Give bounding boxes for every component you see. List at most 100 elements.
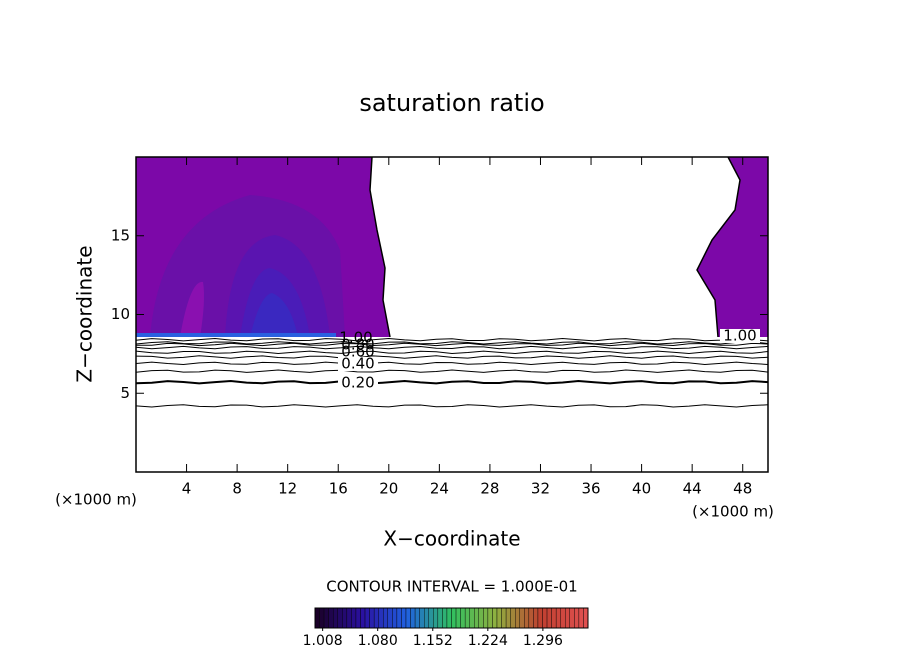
y-axis-label: Z−coordinate [73, 245, 97, 382]
colorbar-cell [346, 607, 352, 629]
colorbar-cell [574, 607, 580, 629]
colorbar-cell [537, 607, 543, 629]
x-tick-label: 40 [632, 480, 651, 498]
colorbar-cell [555, 607, 561, 629]
colorbar-cell [492, 607, 498, 629]
colorbar-cell [401, 607, 407, 629]
colorbar-cell [396, 607, 402, 629]
contour-label: 0.20 [341, 374, 374, 392]
colorbar-cell [314, 607, 320, 629]
colorbar-cell [351, 607, 357, 629]
colorbar-cell [501, 607, 507, 629]
contour-line [136, 342, 769, 347]
colorbar-cell [483, 607, 489, 629]
colorbar-tick-label: 1.296 [523, 633, 563, 649]
colorbar-cell [460, 607, 466, 629]
contour-line [135, 379, 769, 385]
x-unit-label: (×1000 m) [55, 491, 137, 509]
colorbar-cell [478, 607, 484, 629]
colorbar-cell [387, 607, 393, 629]
colorbar-cell [578, 607, 584, 629]
colorbar-cell [583, 607, 589, 629]
colorbar-cell [442, 607, 448, 629]
colorbar-tick-label: 1.008 [303, 633, 343, 649]
x-tick-label: 28 [480, 480, 499, 498]
chart-title: saturation ratio [359, 89, 544, 117]
colorbar-frame [314, 607, 589, 629]
colorbar-cell [528, 607, 534, 629]
colorbar-cell [369, 607, 375, 629]
region-shade [250, 293, 298, 337]
colorbar-cell [414, 607, 420, 629]
colorbar-cell [524, 607, 530, 629]
contour-line [135, 369, 769, 373]
colorbar-cell [487, 607, 493, 629]
shaded-regions [136, 156, 768, 338]
contour-label-bg [338, 376, 378, 390]
colorbar-cell [533, 607, 539, 629]
contour-label: 0.40 [341, 355, 374, 373]
y-tick-label: 5 [120, 384, 130, 402]
colorbar-tick-label: 1.152 [413, 633, 453, 649]
colorbar-cell [323, 607, 329, 629]
colorbar-cell [469, 607, 475, 629]
region-shade [180, 281, 204, 337]
colorbar-cell [433, 607, 439, 629]
colorbar-cell [373, 607, 379, 629]
contour-line [135, 361, 769, 366]
colorbar-cell [437, 607, 443, 629]
colorbar-cell [455, 607, 461, 629]
colorbar-cell [328, 607, 334, 629]
y-tick-label: 10 [111, 305, 130, 323]
colorbar-cell [519, 607, 525, 629]
colorbar-cell [546, 607, 552, 629]
colorbar-cell [451, 607, 457, 629]
contour-label: 0.80 [341, 336, 374, 354]
colorbar-cell [337, 607, 343, 629]
colorbar-cell [446, 607, 452, 629]
x-tick-label: 8 [232, 480, 242, 498]
region-edge [136, 333, 336, 337]
colorbar-cell [551, 607, 557, 629]
x-tick-label: 20 [379, 480, 398, 498]
contour-label: 0.60 [341, 343, 374, 361]
contour-line [135, 404, 769, 408]
contour-interval: CONTOUR INTERVAL = 1.000E-01 [326, 578, 577, 596]
plot-area: 1.000.800.600.400.201.00 [135, 327, 769, 408]
colorbar-cell [383, 607, 389, 629]
colorbar-cell [410, 607, 416, 629]
colorbar-cell [333, 607, 338, 629]
contour-label-bg [338, 357, 378, 371]
colorbar-cell [342, 607, 348, 629]
colorbar-tick-label: 1.224 [468, 633, 508, 649]
contour-line [135, 345, 769, 350]
colorbar-cell [428, 607, 434, 629]
colorbar-cell [364, 607, 370, 629]
region-right [697, 157, 768, 337]
x-tick-label: 24 [430, 480, 449, 498]
colorbar-cell [419, 607, 425, 629]
contour-line [135, 355, 769, 359]
colorbar-cell [378, 607, 384, 629]
colorbar-cell [474, 607, 480, 629]
contour-line [135, 337, 769, 342]
colorbar-cell [464, 607, 470, 629]
colorbar-tick-label: 1.080 [358, 633, 398, 649]
colorbar-cell [515, 607, 520, 629]
colorbar-cell [355, 607, 361, 629]
x-tick-label: 4 [182, 480, 192, 498]
contour-label-bg [720, 329, 760, 343]
x-unit-label: (×1000 m) [692, 503, 774, 521]
contour-line [135, 350, 769, 355]
x-tick-label: 48 [733, 480, 752, 498]
colorbar-cell [542, 607, 548, 629]
x-tick-label: 36 [581, 480, 600, 498]
x-tick-label: 44 [683, 480, 702, 498]
colorbar-cell [505, 607, 511, 629]
contour-line [135, 341, 769, 345]
x-tick-label: 12 [278, 480, 297, 498]
contour-label: 1.00 [339, 329, 372, 347]
colorbar-cell [560, 607, 566, 629]
colorbar-cell [569, 607, 575, 629]
